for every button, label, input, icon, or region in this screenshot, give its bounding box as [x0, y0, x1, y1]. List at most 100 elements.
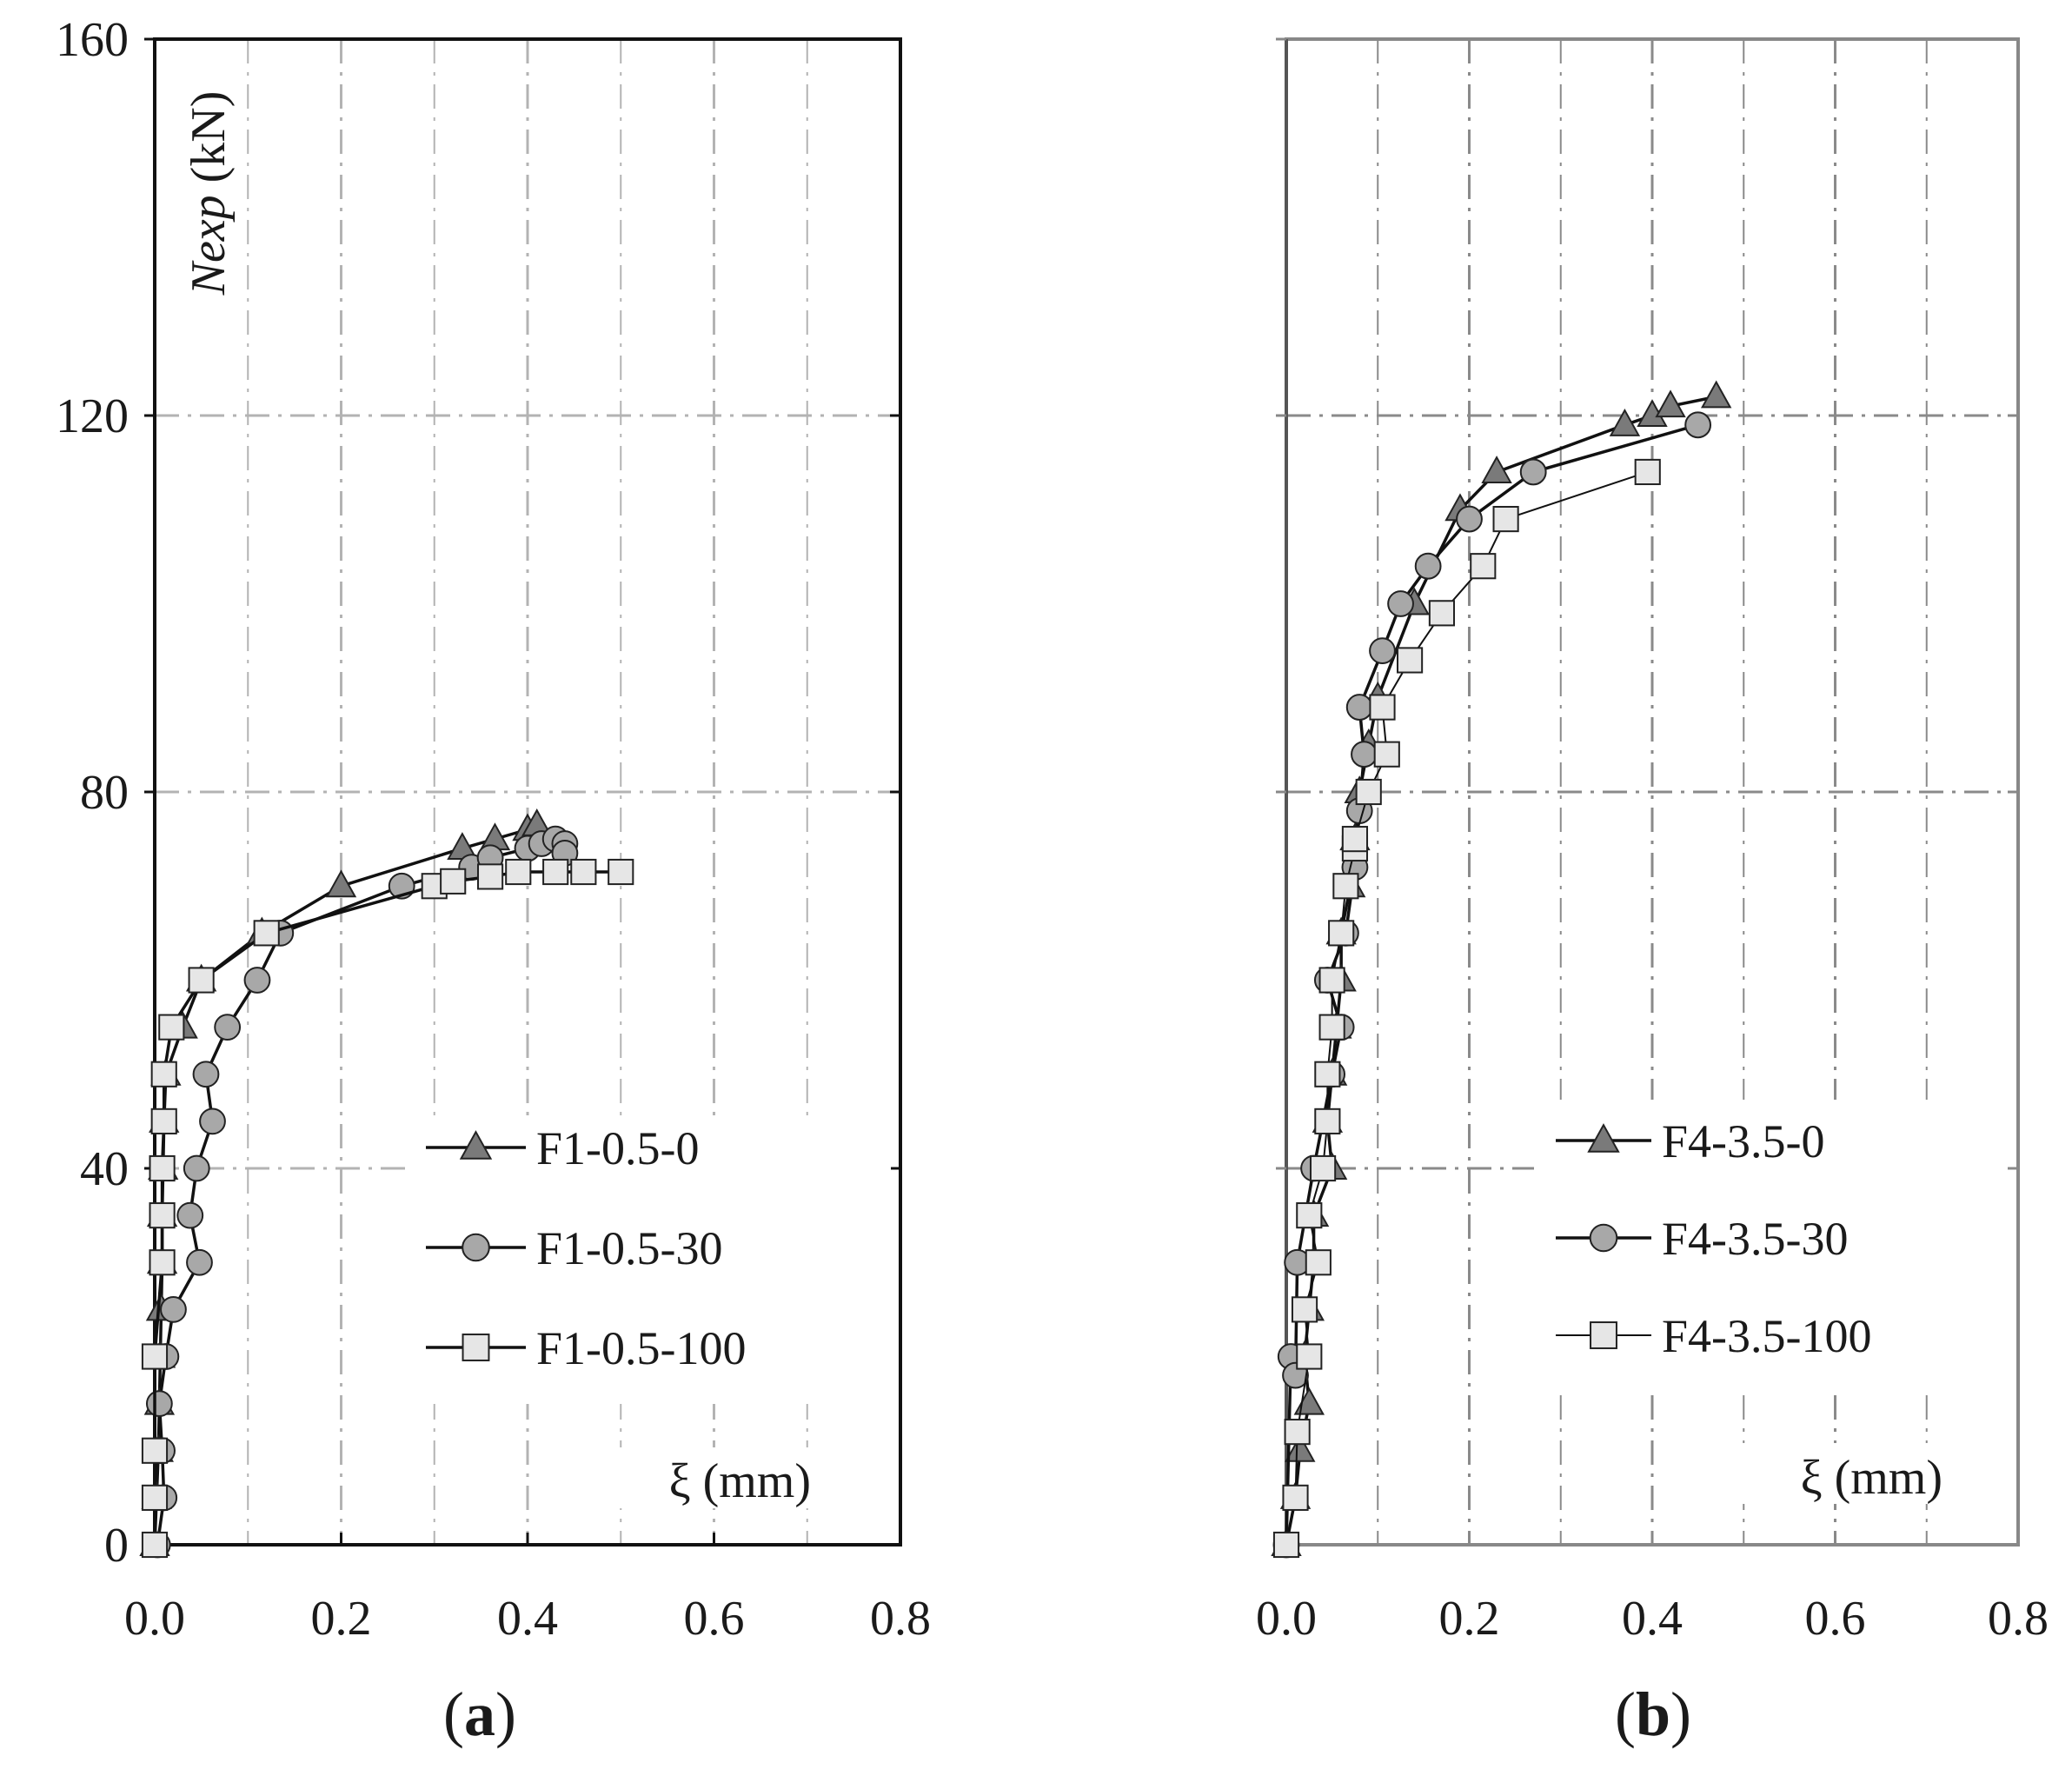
data-point-square	[1314, 1061, 1341, 1088]
x-tick-label: 0.2	[1439, 1592, 1500, 1646]
data-point-square	[1272, 1531, 1300, 1559]
data-point-square	[141, 1437, 169, 1464]
data-point-circle	[1351, 741, 1378, 768]
legend-label: F1-0.5-100	[536, 1322, 747, 1374]
legend-label: F4-3.5-0	[1662, 1115, 1825, 1167]
series-square	[1272, 458, 1661, 1559]
x-tick-label: 0.8	[870, 1592, 931, 1646]
x-tick-label: 0.4	[1622, 1592, 1683, 1646]
xlabel-background-b	[1738, 1443, 1956, 1504]
data-point-square	[477, 863, 504, 890]
x-tick-label: 0.0	[1256, 1592, 1317, 1646]
legend-marker-triangle	[459, 1130, 493, 1160]
data-point-square	[141, 1343, 169, 1370]
x-tick-label: 0.0	[124, 1592, 185, 1646]
data-point-circle	[1387, 590, 1414, 617]
y-axis-label-unit: (kN)	[182, 91, 236, 196]
data-point-circle	[199, 1108, 226, 1135]
xlabel-background-a	[608, 1447, 826, 1508]
y-tick-label: 80	[80, 766, 129, 820]
panel-caption-a: (a)	[443, 1680, 516, 1749]
legend-label: F4-3.5-100	[1662, 1310, 1872, 1362]
x-tick-label: 0.8	[1988, 1592, 2049, 1646]
y-axis-ticks-a: 0 40 80 120 160	[56, 13, 900, 1573]
data-point-square	[1328, 920, 1355, 947]
data-point-triangle	[1700, 380, 1732, 409]
data-point-triangle	[1293, 1387, 1325, 1415]
data-point-square	[149, 1202, 176, 1229]
data-point-square	[570, 858, 597, 886]
data-point-circle	[160, 1295, 187, 1323]
data-point-square	[141, 1484, 169, 1511]
x-tick-label: 0.2	[311, 1592, 372, 1646]
y-tick-label: 120	[56, 389, 129, 443]
data-point-square	[1470, 553, 1497, 580]
data-point-square	[608, 858, 634, 886]
data-point-square	[1355, 778, 1382, 806]
data-point-square	[1373, 741, 1400, 768]
data-point-square	[1341, 826, 1369, 853]
data-point-circle	[1519, 458, 1547, 486]
data-point-square	[158, 1014, 185, 1041]
data-point-square	[542, 858, 569, 886]
data-point-triangle	[1481, 456, 1512, 483]
data-point-triangle	[1285, 1433, 1316, 1462]
data-point-square	[1291, 1296, 1318, 1323]
legend-label: F4-3.5-30	[1662, 1213, 1849, 1265]
y-axis-label-quantity: Nexp	[182, 195, 236, 296]
data-point-square	[1296, 1343, 1323, 1370]
legend-entries-a: F1-0.5-0 F1-0.5-30 F1-0.5-100	[426, 1122, 747, 1374]
y-tick-label: 40	[80, 1142, 129, 1196]
data-point-triangle	[325, 869, 357, 898]
data-point-square	[1284, 1419, 1311, 1446]
x-tick-label: 0.6	[684, 1592, 745, 1646]
x-axis-label-a: ξ (mm)	[669, 1454, 811, 1508]
y-axis-label: Nexp (kN)	[182, 91, 236, 296]
data-point-square	[150, 1061, 177, 1088]
x-tick-label: 0.6	[1805, 1592, 1866, 1646]
y-tick-label: 160	[56, 13, 129, 67]
data-point-square	[141, 1531, 169, 1559]
data-point-circle	[176, 1201, 204, 1229]
x-axis-ticks-a: 0.0 0.2 0.4 0.6 0.8	[124, 1533, 931, 1646]
data-point-square	[1634, 458, 1661, 486]
data-point-triangle	[1655, 389, 1686, 418]
data-point-circle	[1369, 637, 1396, 665]
legend-marker-square	[462, 1334, 490, 1361]
data-point-square	[1314, 1108, 1341, 1134]
data-point-square	[440, 868, 467, 895]
legend-a: F1-0.5-0 F1-0.5-30 F1-0.5-100	[413, 1117, 891, 1404]
legend-label: F1-0.5-0	[536, 1122, 700, 1174]
panel-b: 0.0 0.2 0.4 0.6 0.8 F4-3.5-0F4-3.5-30F4-3.5-…	[1256, 37, 2049, 1749]
panel-label-a: a	[464, 1680, 495, 1749]
data-point-circle	[1456, 505, 1483, 533]
data-point-square	[1310, 1154, 1337, 1182]
legend-entries-b: F4-3.5-0 F4-3.5-30 F4-3.5-100	[1556, 1115, 1872, 1362]
data-point-square	[1318, 967, 1345, 994]
data-point-circle	[186, 1248, 213, 1276]
series-a	[139, 808, 634, 1559]
x-tick-label: 0.4	[497, 1592, 558, 1646]
series-b	[1271, 380, 1732, 1559]
panel-caption-b: (b)	[1615, 1680, 1691, 1749]
data-point-square	[149, 1249, 176, 1276]
data-point-square	[149, 1154, 176, 1182]
data-point-circle	[214, 1014, 242, 1041]
data-point-circle	[243, 967, 271, 994]
data-point-circle	[1684, 411, 1712, 439]
data-point-circle	[145, 1390, 173, 1418]
data-point-square	[505, 858, 532, 886]
legend-background-a	[413, 1117, 891, 1404]
data-point-square	[1282, 1484, 1309, 1511]
data-point-square	[188, 967, 215, 994]
x-axis-ticks-b: 0.0 0.2 0.4 0.6 0.8	[1256, 1533, 2049, 1646]
data-point-circle	[183, 1154, 210, 1182]
series-square	[141, 858, 634, 1559]
data-point-square	[1296, 1202, 1323, 1229]
data-point-square	[1369, 694, 1396, 721]
x-axis-label-b: ξ (mm)	[1801, 1451, 1942, 1505]
data-point-square	[1492, 505, 1519, 533]
data-point-square	[150, 1108, 177, 1134]
